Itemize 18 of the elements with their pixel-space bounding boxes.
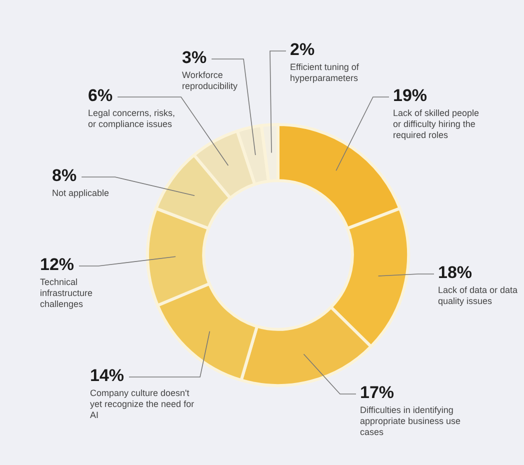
data-label: 17% xyxy=(360,383,394,402)
slice-label: Lack of data or data quality issues xyxy=(438,284,518,306)
data-label: 19% xyxy=(393,86,428,106)
slice-label: Lack of skilled people or difficulty hiring the required roles xyxy=(393,108,480,140)
data-label: 8% xyxy=(52,166,77,186)
slice-label: Workforce reproducibility xyxy=(182,70,238,91)
data-label: 14% xyxy=(90,366,124,386)
slice-label: Efficient tuning of hyperparameters xyxy=(290,62,360,83)
data-label: 18% xyxy=(438,263,472,282)
slice-label: Legal concerns, risks, or compliance issues xyxy=(88,108,176,129)
slice-label: Technical infrastructure challenges xyxy=(40,276,93,309)
data-label: 3% xyxy=(182,48,207,68)
data-label: 12% xyxy=(40,255,74,274)
slice-label: Difficulties in identifying appropriate business use cases xyxy=(360,404,461,437)
slice-label: Not applicable xyxy=(52,188,110,198)
data-label: 6% xyxy=(88,86,113,106)
slice-label: Company culture doesn't yet recognize the need for AI xyxy=(90,388,194,420)
data-label: 2% xyxy=(290,40,315,60)
